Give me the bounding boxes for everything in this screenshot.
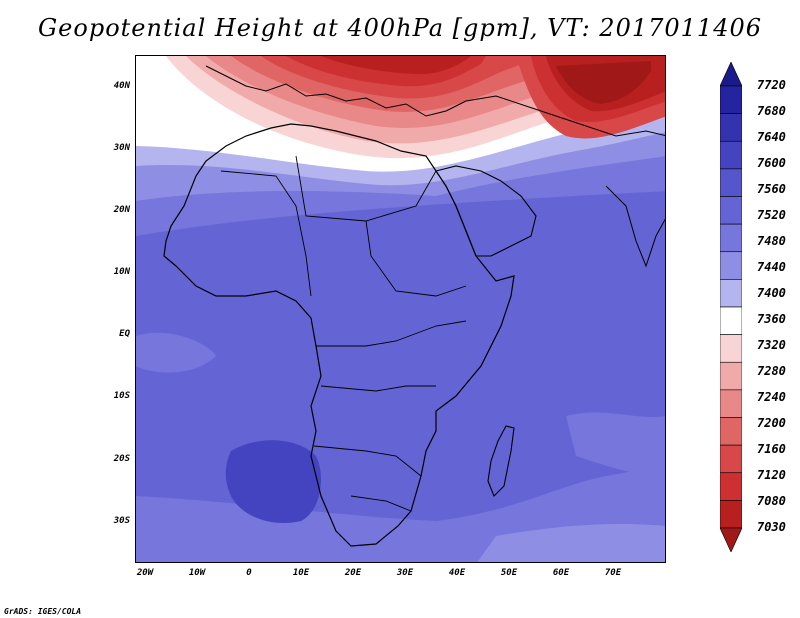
india-coast <box>605 185 665 268</box>
colorbar-segment <box>720 279 742 308</box>
colorbar-segment <box>720 444 742 474</box>
colorbar-label: 7160 <box>757 442 786 456</box>
field-band-7030-east <box>556 61 651 104</box>
colorbar-segment <box>720 361 742 391</box>
colorbar-label: 7240 <box>757 390 786 404</box>
lat-label-30s: 30S <box>113 516 130 526</box>
arabia-outline <box>435 165 537 257</box>
colorbar-top-triangle <box>720 62 742 87</box>
colorbar-segment <box>720 251 742 280</box>
madagascar-outline <box>487 425 515 497</box>
colorbar-segment <box>720 113 742 142</box>
colorbar-segment <box>720 85 742 114</box>
colorbar-segment <box>720 417 742 446</box>
field-band-7080 <box>321 56 471 74</box>
colorbar-segment <box>720 140 742 170</box>
colorbar-label: 7280 <box>757 364 786 378</box>
colorbar-label: 7200 <box>757 416 786 430</box>
lat-label-10n: 10N <box>113 267 130 277</box>
lon-label-10w: 10W <box>188 568 206 578</box>
border-5 <box>320 385 436 392</box>
lat-label-20n: 20N <box>113 205 130 215</box>
colorbar-segment <box>720 168 742 197</box>
field-west-light <box>136 332 216 373</box>
colorbar-label: 7120 <box>757 468 786 482</box>
colorbar-label: 7080 <box>757 494 786 508</box>
lat-label-10s: 10S <box>113 391 130 401</box>
lon-label-20e: 20E <box>344 568 362 578</box>
border-7 <box>350 495 412 512</box>
lon-label-10e: 10E <box>292 568 310 578</box>
colorbar-segment <box>720 334 742 363</box>
lat-label-eq: EQ <box>119 329 130 339</box>
lon-label-40e: 40E <box>448 568 466 578</box>
lon-label-50e: 50E <box>500 568 518 578</box>
border-6 <box>313 445 422 477</box>
colorbar-segment <box>720 389 742 418</box>
colorbar <box>720 62 742 552</box>
map-title: Geopotential Height at 400hPa [gpm], VT:… <box>38 14 762 42</box>
colorbar-label: 7600 <box>757 156 786 170</box>
colorbar-label: 7030 <box>757 520 786 534</box>
colorbar-segment <box>720 196 742 225</box>
lon-label-70e: 70E <box>604 568 622 578</box>
lon-label-60e: 60E <box>552 568 570 578</box>
lat-label-20s: 20S <box>113 454 130 464</box>
field-east-light <box>566 412 665 476</box>
colorbar-label: 7680 <box>757 104 786 118</box>
colorbar-segment <box>720 500 742 529</box>
colorbar-segment <box>720 306 742 335</box>
lat-label-30n: 30N <box>113 143 130 153</box>
colorbar-segment <box>720 223 742 253</box>
border-4 <box>316 320 467 347</box>
lat-label-40n: 40N <box>113 81 130 91</box>
colorbar-label: 7720 <box>757 78 786 92</box>
colorbar-label: 7440 <box>757 260 786 274</box>
border-1 <box>220 170 312 297</box>
colorbar-label: 7360 <box>757 312 786 326</box>
colorbar-label: 7480 <box>757 234 786 248</box>
colorbar-label: 7560 <box>757 182 786 196</box>
lon-label-20w: 20W <box>136 568 154 578</box>
colorbar-bottom-triangle <box>720 527 742 552</box>
field-low-center <box>225 440 321 524</box>
field-south-light <box>477 524 665 562</box>
colorbar-label: 7520 <box>757 208 786 222</box>
europe-coast <box>205 65 665 137</box>
border-3 <box>365 220 467 297</box>
geopotential-field <box>136 56 665 562</box>
map-plot-area <box>135 55 666 563</box>
colorbar-segment <box>720 472 742 501</box>
africa-outline <box>163 123 515 547</box>
grads-credit: GrADS: IGES/COLA <box>4 607 82 616</box>
lon-label-0: 0 <box>246 568 252 578</box>
colorbar-label: 7400 <box>757 286 786 300</box>
colorbar-label: 7640 <box>757 130 786 144</box>
colorbar-segments <box>720 62 742 552</box>
lon-label-30e: 30E <box>396 568 414 578</box>
colorbar-label: 7320 <box>757 338 786 352</box>
